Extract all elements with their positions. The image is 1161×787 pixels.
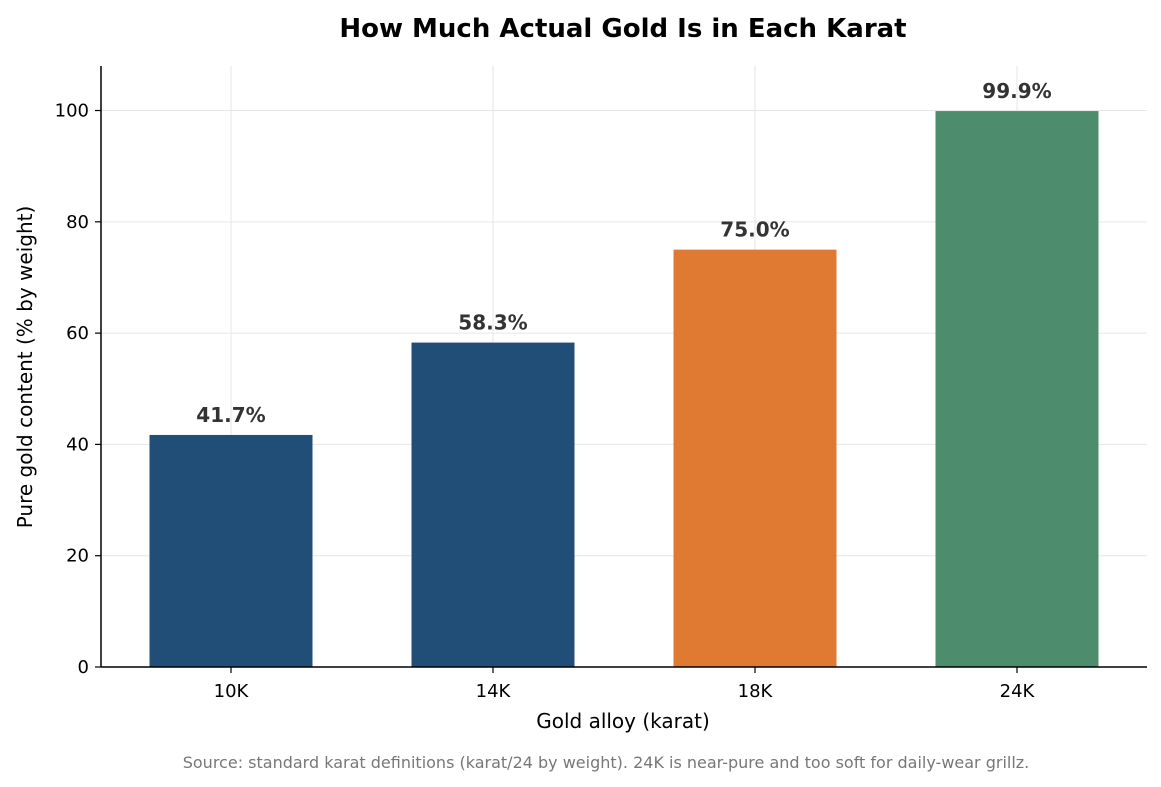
data-label: 41.7%: [196, 403, 265, 427]
bar-24k: [935, 111, 1099, 667]
x-tick-label: 24K: [1000, 681, 1036, 702]
y-ticks: 0 20 40 60 80 100: [55, 101, 101, 678]
x-ticks: 10K 14K 18K 24K: [214, 667, 1036, 702]
x-tick-label: 14K: [476, 681, 512, 702]
x-tick-label: 18K: [738, 681, 774, 702]
chart-title: How Much Actual Gold Is in Each Karat: [339, 14, 906, 44]
y-tick-label: 100: [55, 101, 89, 122]
y-tick-label: 80: [66, 212, 89, 233]
x-axis-title: Gold alloy (karat): [536, 709, 710, 733]
bar-18k: [673, 249, 837, 667]
bar-10k: [149, 434, 313, 667]
y-tick-label: 40: [66, 434, 89, 455]
x-tick-label: 10K: [214, 681, 250, 702]
data-label: 75.0%: [720, 218, 789, 242]
y-tick-label: 60: [66, 323, 89, 344]
bars: [149, 111, 1099, 667]
data-labels: 41.7% 58.3% 75.0% 99.9%: [196, 79, 1051, 427]
y-tick-label: 0: [78, 657, 89, 678]
source-footnote: Source: standard karat definitions (kara…: [183, 753, 1030, 772]
y-tick-label: 20: [66, 546, 89, 567]
y-axis-title: Pure gold content (% by weight): [13, 206, 37, 529]
data-label: 58.3%: [458, 311, 527, 335]
axes: [100, 66, 1147, 668]
bar-14k: [411, 342, 575, 667]
data-label: 99.9%: [982, 79, 1051, 103]
